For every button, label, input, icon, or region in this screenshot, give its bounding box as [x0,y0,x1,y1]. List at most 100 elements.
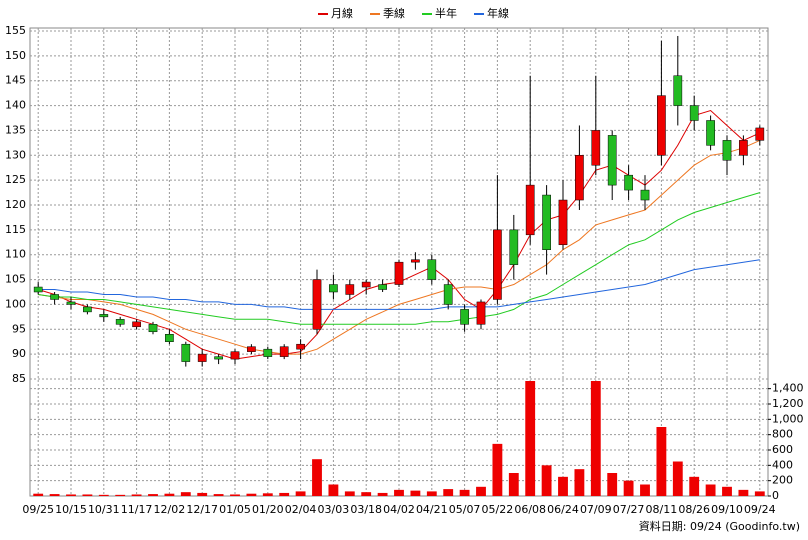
y-tick-label: 90 [12,347,26,360]
candle-body [361,281,371,288]
candle-body [148,324,158,333]
volume-bar [246,493,257,496]
y2-tick-label: 0 [772,489,779,502]
x-tick-label: 01/20 [252,503,284,516]
candle-body [755,127,765,141]
x-tick-label: 01/05 [219,503,251,516]
candle-body [50,294,59,300]
candle-body [706,120,715,146]
volume-bar [492,443,503,496]
volume-bar [131,494,142,496]
x-tick-label: 11/17 [121,503,153,516]
volume-bar [410,490,421,496]
candle-body [214,356,223,360]
volume-bar [328,484,339,496]
volume-bar [394,489,404,496]
volume-bar [754,491,765,496]
candle-body [476,301,486,325]
volume-bar [623,480,634,496]
y-tick-label: 145 [5,74,26,87]
candle-body [443,284,453,305]
x-tick-label: 08/11 [646,503,678,516]
footnote: 資料日期: 09/24 (Goodinfo.tw) [639,519,800,533]
volume-bar [115,494,126,496]
volume-bar [213,494,224,496]
x-tick-label: 06/08 [514,503,546,516]
candle-body [624,174,633,191]
x-tick-label: 07/27 [613,503,645,516]
y-tick-label: 150 [5,49,26,62]
legend-label: 年線 [487,6,509,20]
candle-body [99,314,109,318]
ma-line [38,259,760,310]
candle-body [509,229,519,265]
candle-body [427,259,437,280]
candle-body [263,348,273,357]
y-tick-label: 130 [5,148,26,161]
x-tick-label: 03/03 [318,503,350,516]
legend-label: 季線 [383,6,405,20]
x-tick-label: 07/09 [580,503,612,516]
volume-bar [459,489,470,496]
x-tick-label: 06/24 [547,503,579,516]
y-tick-label: 100 [5,297,26,310]
volume-bar [295,491,306,496]
y2-tick-label: 1,400 [772,382,804,395]
x-tick-label: 09/24 [744,503,776,516]
candle-body [181,343,191,362]
volume-bar [508,473,519,496]
volume-bar [361,492,372,496]
candle-body [329,284,338,293]
candle-body [607,135,617,186]
volume-bar [82,494,93,496]
candle-body [296,343,305,350]
volume-bar [66,494,76,496]
volume-bar [164,493,175,496]
y-tick-label: 155 [5,24,26,37]
volume-bar [344,491,355,496]
volume-bar [148,494,158,496]
y-tick-label: 115 [5,223,26,236]
candle-body [230,351,240,360]
x-tick-label: 04/02 [383,503,415,516]
y-tick-label: 95 [12,322,26,335]
candle-body [165,334,174,342]
candle-body [83,306,92,313]
y-tick-label: 105 [5,273,26,286]
candle-body [33,286,43,293]
candle-body [640,189,650,201]
y2-tick-label: 200 [772,474,793,487]
volume-bar [656,427,667,496]
y-tick-label: 110 [5,248,26,261]
legend-label: 月線 [331,6,353,20]
volume-bar [476,486,486,496]
y2-tick-label: 1,200 [772,397,804,410]
ma-line [38,192,760,325]
volume-bar [722,486,732,496]
x-tick-label: 02/04 [285,503,317,516]
candle-body [312,279,322,330]
volume-bar [98,494,109,496]
volume-bar [640,484,650,496]
x-tick-label: 09/25 [22,503,54,516]
y-tick-label: 120 [5,198,26,211]
x-tick-label: 09/10 [711,503,743,516]
y-tick-label: 125 [5,173,26,186]
y2-tick-label: 600 [772,443,793,456]
candle-body [673,75,683,106]
legend-label: 半年 [435,6,457,20]
volume-bar [262,493,273,496]
x-tick-label: 05/07 [449,503,481,516]
candle-body [247,346,256,352]
volume-bar [33,493,44,496]
volume-bar [443,489,454,496]
volume-bar [49,494,60,496]
volume-bar [279,492,290,496]
candle-body [460,309,469,325]
y2-tick-label: 800 [772,428,793,441]
candle-body [542,194,551,250]
candle-body [115,319,125,325]
candle-body [378,284,387,290]
candle-body [689,105,699,121]
